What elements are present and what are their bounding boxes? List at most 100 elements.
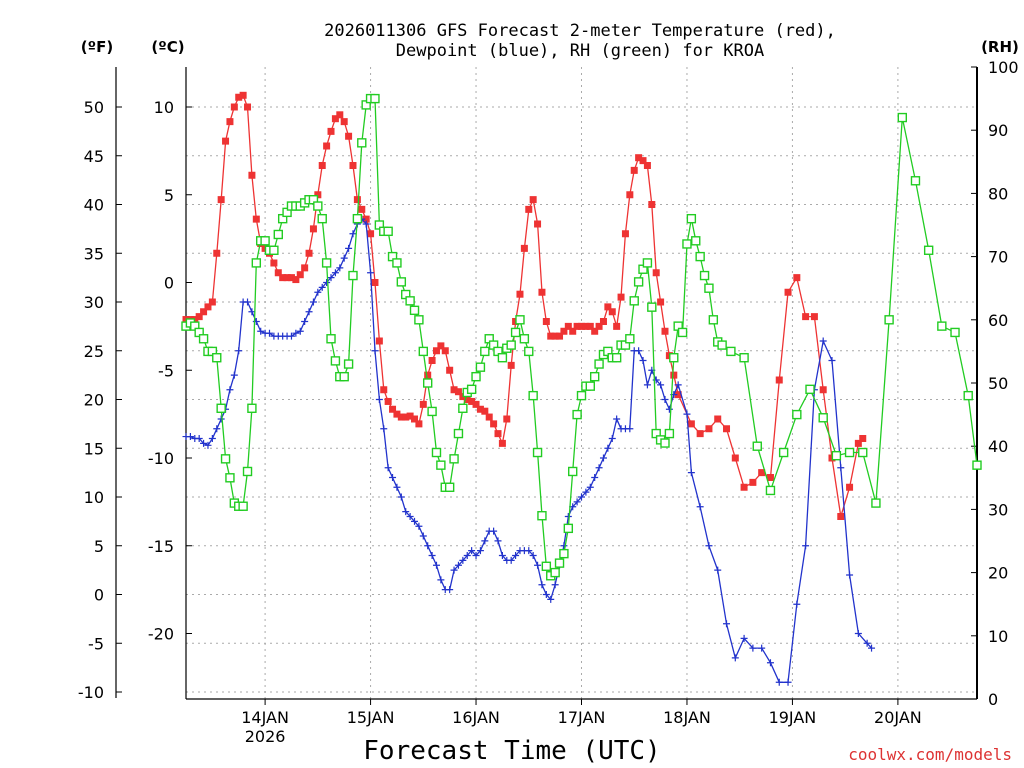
dewpoint-point <box>186 433 194 441</box>
date-tick-label: 19JAN <box>769 708 817 727</box>
rh-point <box>422 378 433 388</box>
rh-point <box>466 384 477 395</box>
rh-tick-label: 90 <box>988 121 1008 140</box>
temperature-point <box>389 405 397 413</box>
rh-point <box>937 321 947 331</box>
temperature-point <box>775 376 783 384</box>
dewpoint-point <box>331 269 339 277</box>
temperature-point <box>494 430 502 438</box>
temperature-point <box>318 162 326 169</box>
rh-point <box>669 353 679 363</box>
temperature-point <box>586 322 594 330</box>
dewpoint-point <box>599 454 607 462</box>
temperature-point <box>670 371 678 379</box>
dewpoint-point <box>217 415 225 423</box>
dewpoint-point <box>213 425 221 433</box>
rh-point <box>198 334 209 344</box>
temperature-point <box>490 420 498 428</box>
dewpoint-point <box>837 464 845 472</box>
fahrenheit-tick-label: 25 <box>84 342 104 361</box>
rh-point <box>563 523 574 534</box>
rh-point <box>884 315 894 325</box>
fahrenheit-axis-labels: -10 -5 0 5 10 15 20 25 30 35 40 45 50 <box>78 98 122 702</box>
temperature-point <box>419 400 427 408</box>
dewpoint-point <box>195 435 203 442</box>
rh-point <box>897 112 907 123</box>
temperature-point <box>648 201 656 208</box>
rh-tick-label: 0 <box>988 690 998 709</box>
celsius-tick-label: -15 <box>148 537 174 556</box>
temperature-point <box>252 215 260 223</box>
temperature-point <box>859 435 867 442</box>
temperature-point <box>810 313 818 321</box>
series-temperature <box>182 91 867 520</box>
temperature-point <box>819 386 827 394</box>
dewpoint-point <box>402 508 410 516</box>
temperature-point <box>200 308 208 316</box>
celsius-tick-label: -10 <box>148 449 174 468</box>
temperature-point <box>345 132 353 140</box>
temperature-point <box>731 454 739 462</box>
temperature-point <box>305 249 313 257</box>
rh-tick-label: 80 <box>988 184 1008 203</box>
dewpoint-point <box>854 630 862 637</box>
temperature-point <box>542 318 550 325</box>
dewpoint-point <box>323 279 331 286</box>
rh-point <box>682 239 692 249</box>
rh-point <box>497 353 508 363</box>
dewpoint-point <box>375 396 383 403</box>
rh-point <box>647 302 657 312</box>
rh-tick-label: 30 <box>988 500 1008 519</box>
rh-point <box>480 346 490 357</box>
temperature-point <box>327 127 335 135</box>
temperature-point <box>854 439 862 447</box>
temperature-point <box>217 196 225 204</box>
dewpoint-point <box>595 464 603 472</box>
temperature-point <box>613 322 621 330</box>
rh-point <box>805 384 815 395</box>
temperature-point <box>626 191 634 199</box>
temperature-point <box>274 269 282 277</box>
temperature-point <box>723 425 731 433</box>
temperature-point <box>652 269 660 277</box>
rh-point <box>251 258 262 268</box>
temperature-point <box>424 371 432 379</box>
rh-point <box>704 283 714 293</box>
temperature-point <box>375 337 383 345</box>
rh-point <box>506 340 516 350</box>
series-dewpoint <box>182 215 876 686</box>
dewpoint-point <box>490 527 498 535</box>
temperature-point <box>556 332 564 340</box>
celsius-tick-label: -5 <box>158 361 174 380</box>
temperature-point <box>503 415 511 423</box>
dewpoint-point <box>868 644 876 652</box>
dewpoint-point <box>793 600 801 608</box>
dewpoint-point <box>424 542 432 550</box>
dewpoint-point <box>406 513 414 520</box>
dewpoint-point <box>578 493 585 501</box>
temperature-point <box>529 196 537 204</box>
dewpoint-point <box>758 644 766 652</box>
rh-tick-label: 20 <box>988 564 1008 583</box>
rh-point <box>212 353 222 363</box>
rh-point <box>418 346 428 357</box>
fahrenheit-tick-label: 5 <box>94 537 104 556</box>
date-tick-label: 16JAN <box>452 708 500 727</box>
temperature-point <box>621 230 629 238</box>
dewpoint-point <box>740 634 748 642</box>
dewpoint-point <box>468 547 476 555</box>
rh-point <box>510 327 521 338</box>
dewpoint-point <box>525 547 533 555</box>
temperature-point <box>358 205 366 213</box>
celsius-tick-label: 0 <box>164 274 174 293</box>
dewpoint-point <box>200 439 208 447</box>
temperature-point <box>578 322 585 330</box>
dewpoint-point <box>626 425 634 433</box>
rh-point <box>972 460 982 470</box>
rh-point <box>717 340 727 350</box>
rh-point <box>475 362 486 372</box>
date-tick-label: 15JAN <box>347 708 395 727</box>
temperature-point <box>230 103 238 111</box>
temperature-point <box>195 313 203 321</box>
